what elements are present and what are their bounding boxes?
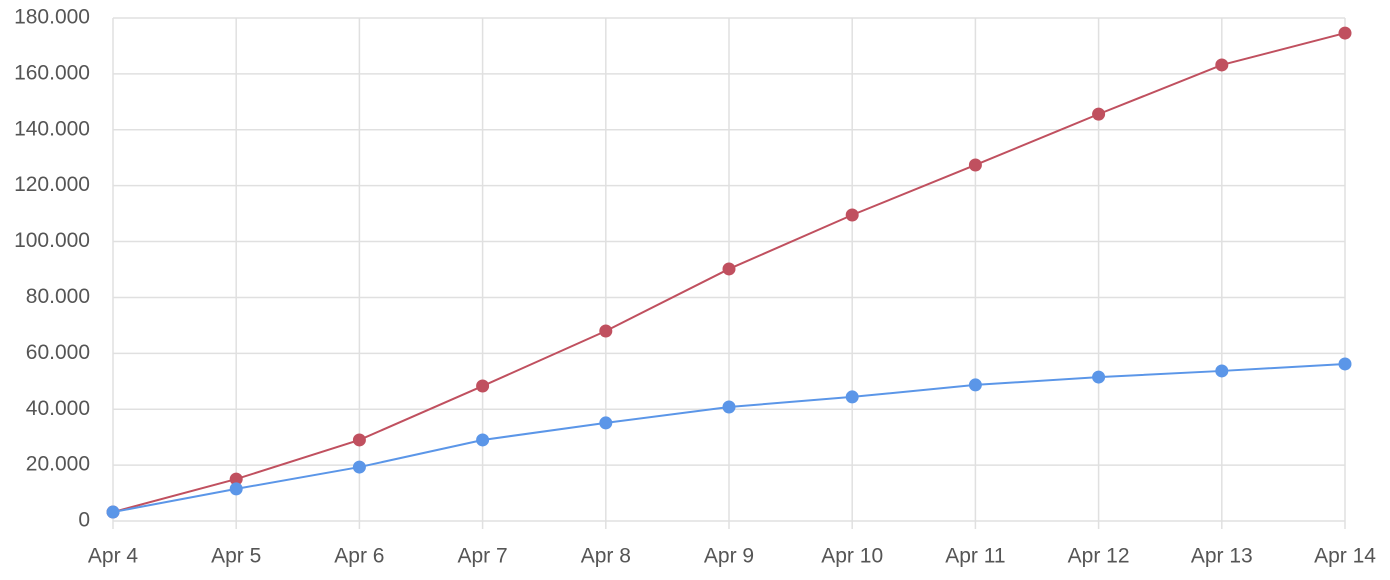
data-point — [352, 460, 366, 474]
data-point — [722, 400, 736, 414]
data-point — [1092, 370, 1106, 384]
x-tick-label: Apr 8 — [581, 545, 631, 568]
x-tick-label: Apr 9 — [704, 545, 754, 568]
data-point — [968, 158, 982, 172]
x-tick-label: Apr 6 — [334, 545, 384, 568]
x-tick-label: Apr 11 — [945, 545, 1005, 568]
data-point — [599, 324, 613, 338]
data-point — [476, 433, 490, 447]
y-tick-label: 120.000 — [14, 173, 90, 196]
x-tick-label: Apr 5 — [211, 545, 261, 568]
y-tick-label: 100.000 — [14, 229, 90, 252]
y-tick-label: 60.000 — [26, 341, 90, 364]
data-point — [476, 379, 490, 393]
data-point — [722, 262, 736, 276]
data-point — [1338, 26, 1352, 40]
x-tick-label: Apr 4 — [88, 545, 139, 568]
y-tick-label: 0 — [78, 509, 90, 532]
data-point — [229, 472, 243, 486]
data-point — [106, 505, 120, 519]
x-tick-label: Apr 13 — [1191, 545, 1253, 568]
x-tick-label: Apr 14 — [1314, 545, 1376, 568]
x-tick-label: Apr 10 — [821, 545, 883, 568]
data-point — [599, 416, 613, 430]
data-point — [845, 208, 859, 222]
x-tick-label: Apr 12 — [1068, 545, 1130, 568]
data-point — [229, 482, 243, 496]
data-point — [1215, 364, 1229, 378]
data-point — [352, 433, 366, 447]
data-point — [1338, 357, 1352, 371]
data-point — [845, 390, 859, 404]
y-tick-label: 80.000 — [26, 285, 90, 308]
data-point — [968, 378, 982, 392]
data-point — [1092, 107, 1106, 121]
y-tick-label: 140.000 — [14, 117, 90, 140]
y-tick-label: 40.000 — [26, 397, 90, 420]
y-tick-label: 20.000 — [26, 453, 90, 476]
y-tick-label: 180.000 — [14, 6, 90, 29]
x-tick-label: Apr 7 — [457, 545, 507, 568]
y-tick-label: 160.000 — [14, 61, 90, 84]
data-point — [1215, 58, 1229, 72]
